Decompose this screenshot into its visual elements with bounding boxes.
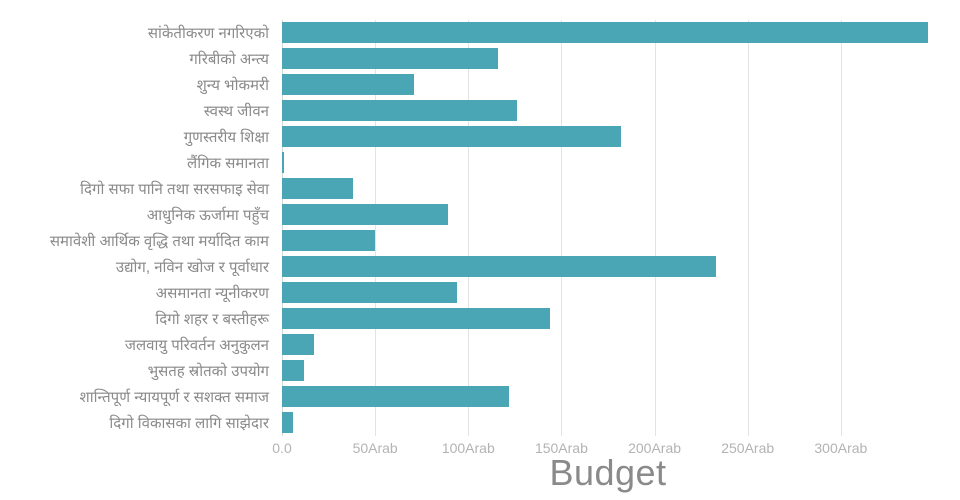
gridline: [375, 20, 377, 436]
bar[interactable]: [282, 22, 929, 43]
bar[interactable]: [282, 386, 510, 407]
chart-row: [282, 72, 934, 98]
gridline: [282, 20, 283, 436]
category-label: समावेशी आर्थिक वृद्धि तथा मर्यादित काम: [49, 233, 269, 250]
category-label: आधुनिक ऊर्जामा पहुँच: [146, 207, 269, 224]
x-tick-label: 100Arab: [441, 440, 495, 456]
category-label: गुणस्तरीय शिक्षा: [183, 129, 269, 146]
x-tick-label: 250Arab: [721, 440, 775, 456]
plot-area: [282, 20, 934, 436]
x-tick-label: 200Arab: [628, 440, 682, 456]
chart-row: [282, 384, 934, 410]
x-axis-title: Budget: [549, 452, 667, 493]
bar[interactable]: [282, 126, 622, 147]
chart-row: [282, 20, 934, 46]
x-tick-label: 150Arab: [534, 440, 588, 456]
bar[interactable]: [282, 230, 376, 251]
category-label: लैंगिक समानता: [187, 155, 269, 172]
chart-row: [282, 228, 934, 254]
x-tick-label: 300Arab: [814, 440, 868, 456]
chart-rows: [282, 20, 934, 436]
chart-row: [282, 410, 934, 436]
chart-row: [282, 98, 934, 124]
category-label: उद्योग, नविन खोज र पूर्वाधार: [115, 259, 269, 276]
bar[interactable]: [282, 256, 717, 277]
chart-row: [282, 176, 934, 202]
bar[interactable]: [282, 152, 284, 173]
category-label: स्वस्थ जीवन: [203, 103, 269, 120]
x-axis-tick-labels: 0.0 50Arab 100Arab 150Arab 200Arab 250Arab 300…: [272, 440, 934, 458]
category-label: शान्तिपूर्ण न्यायपूर्ण र सशक्त समाज: [79, 389, 269, 406]
bar[interactable]: [282, 100, 517, 121]
chart-row: [282, 280, 934, 306]
category-label: भुसतह स्रोतको उपयोग: [147, 363, 269, 380]
category-label: जलवायु परिवर्तन अनुकुलन: [124, 337, 269, 354]
bar[interactable]: [282, 204, 448, 225]
x-tick-label: 0.0: [272, 440, 292, 456]
gridline: [561, 20, 563, 436]
category-label: शुन्य भोकमरी: [196, 77, 269, 94]
gridline: [840, 20, 842, 436]
category-label: दिगो सफा पानि तथा सरसफाइ सेवा: [80, 181, 269, 198]
chart-row: [282, 306, 934, 332]
category-label: गरिबीको अन्त्य: [189, 51, 269, 68]
bar[interactable]: [282, 74, 415, 95]
bar[interactable]: [282, 360, 305, 381]
bar[interactable]: [282, 48, 499, 69]
gridline: [747, 20, 749, 436]
category-label: दिगो विकासका लागि साझेदार: [109, 415, 269, 432]
gridline: [468, 20, 470, 436]
x-tick-label: 50Arab: [352, 440, 398, 456]
chart-row: [282, 254, 934, 280]
chart-row: [282, 124, 934, 150]
chart-row: [282, 332, 934, 358]
category-label: सांकेतीकरण नगरिएको: [147, 25, 269, 42]
gridline: [654, 20, 656, 436]
chart-row: [282, 358, 934, 384]
bar[interactable]: [282, 412, 294, 433]
bar[interactable]: [282, 178, 353, 199]
chart-row: [282, 150, 934, 176]
category-label: असमानता न्यूनीकरण: [155, 285, 269, 302]
category-label: दिगो शहर र बस्तीहरू: [155, 311, 269, 328]
bar[interactable]: [282, 308, 551, 329]
bar[interactable]: [282, 282, 458, 303]
chart-row: [282, 202, 934, 228]
chart-row: [282, 46, 934, 72]
bar[interactable]: [282, 334, 314, 355]
y-axis-labels: सांकेतीकरण नगरिएको गरिबीको अन्त्य शुन्य भो…: [0, 20, 276, 436]
